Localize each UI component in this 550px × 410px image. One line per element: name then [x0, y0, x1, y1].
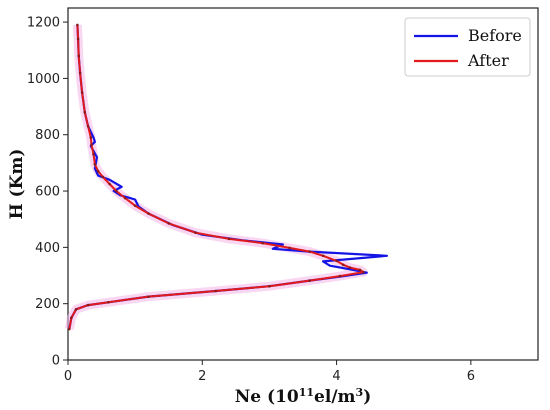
x-axis-title: Ne (1011el/m3) — [235, 386, 371, 408]
after-point — [362, 270, 365, 274]
after-point — [147, 212, 150, 215]
after-point — [78, 71, 82, 75]
y-axis-title: H (Km) — [7, 149, 27, 220]
y-tick-label: 1000 — [27, 72, 60, 87]
after-point — [268, 284, 271, 288]
y-tick-label: 1200 — [27, 16, 60, 31]
after-point — [108, 182, 111, 186]
legend: Before After — [404, 17, 531, 77]
after-point — [86, 124, 90, 128]
after-point — [80, 91, 84, 94]
after-point — [77, 54, 81, 58]
legend-label-before: Before — [468, 26, 522, 45]
legend-label-after: After — [467, 51, 509, 70]
y-tick-label: 800 — [35, 128, 60, 143]
after-point — [308, 279, 312, 282]
after-point — [74, 308, 78, 311]
x-tick-label: 4 — [332, 369, 340, 384]
after-point — [101, 175, 105, 179]
after-point — [321, 254, 325, 258]
after-point — [194, 231, 197, 235]
x-tick-label: 2 — [198, 369, 206, 384]
after-point — [133, 204, 137, 207]
after-point — [115, 189, 118, 193]
x-axis-title-close: ) — [363, 387, 371, 407]
after-point — [338, 274, 342, 278]
after-point — [83, 110, 87, 114]
y-tick-label: 0 — [52, 354, 60, 369]
after-point — [92, 153, 95, 156]
series-lines — [68, 23, 388, 331]
x-tick-label: 6 — [467, 369, 475, 384]
x-axis-title-exponent: 11 — [299, 386, 314, 399]
series-line-after — [68, 24, 365, 330]
plot-area-frame — [67, 7, 539, 361]
after-point — [227, 237, 231, 241]
after-point — [288, 246, 291, 250]
after-point — [76, 23, 79, 27]
after-point — [341, 263, 345, 267]
after-point — [70, 316, 73, 320]
y-tick-label: 400 — [35, 241, 60, 256]
x-axis-title-text: Ne (10 — [235, 387, 299, 407]
after-point — [261, 241, 265, 245]
after-point — [348, 266, 352, 269]
after-point — [86, 303, 90, 307]
after-point — [89, 136, 93, 139]
x-axis-title-unit: el/m — [314, 387, 355, 407]
after-point — [214, 289, 218, 293]
after-point — [167, 222, 171, 225]
after-point — [96, 170, 100, 173]
x-axis-ticks: 0 2 4 6 — [64, 360, 475, 384]
after-point — [93, 162, 97, 166]
after-point — [308, 250, 312, 253]
y-tick-label: 200 — [35, 297, 60, 312]
after-point — [76, 37, 80, 41]
after-point — [147, 295, 150, 298]
after-point — [358, 268, 362, 272]
x-tick-label: 0 — [64, 369, 72, 384]
after-point — [68, 327, 71, 331]
y-axis-ticks: 0 200 400 600 800 1000 1200 — [27, 16, 68, 369]
x-axis-title-unit-exponent: 3 — [356, 386, 364, 399]
after-point — [90, 143, 93, 146]
y-tick-label: 600 — [35, 185, 60, 200]
after-point — [123, 196, 127, 200]
after-point — [106, 300, 110, 304]
after-point — [335, 259, 338, 263]
